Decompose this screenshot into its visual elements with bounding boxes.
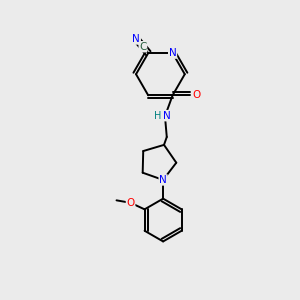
Text: O: O xyxy=(193,90,201,100)
Text: O: O xyxy=(126,198,135,208)
Text: N: N xyxy=(159,175,167,185)
Text: N: N xyxy=(169,48,176,58)
Text: N: N xyxy=(163,111,171,121)
Text: C: C xyxy=(139,42,147,52)
Text: H: H xyxy=(154,111,161,121)
Text: N: N xyxy=(133,34,140,44)
